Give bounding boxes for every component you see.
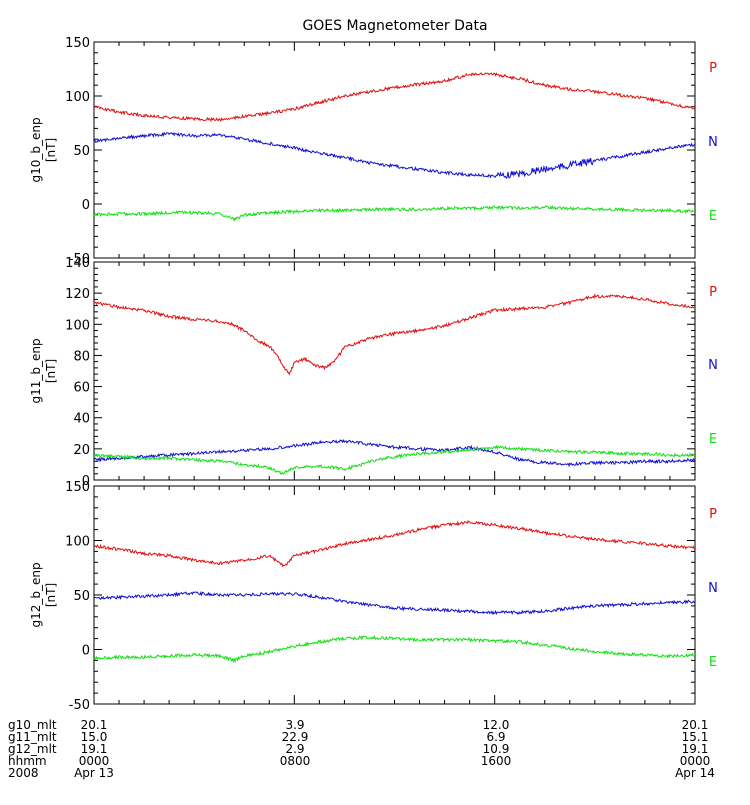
- series-line-p: [94, 293, 695, 376]
- x-axis-row-label: hhmm: [8, 754, 47, 768]
- panel-1: -50 0 50 100 150 g10_b_enp [nT] P N E: [29, 36, 718, 267]
- y-axis-label: g12_b_enp: [29, 562, 43, 627]
- legend-label-n: N: [708, 135, 718, 150]
- series-line-e: [94, 204, 695, 222]
- y-axis-unit: [nT]: [44, 359, 58, 383]
- x-axis-row-value: Apr 13: [74, 766, 114, 780]
- y-tick-label: 150: [65, 36, 90, 51]
- y-axis-label: g11_b_enp: [29, 338, 43, 403]
- y-tick-label: 120: [65, 287, 90, 302]
- x-axis-row-value: 3.9: [285, 718, 304, 732]
- series-line-e: [94, 635, 695, 664]
- x-axis-row-value: 20.1: [81, 718, 108, 732]
- x-axis-row-value: 20.1: [682, 718, 709, 732]
- series-line-n: [94, 438, 695, 468]
- series-line-p: [94, 519, 695, 568]
- y-tick-label: 0: [82, 198, 90, 213]
- legend-label-p: P: [709, 61, 717, 76]
- legend-label-p: P: [709, 507, 717, 522]
- y-tick-label: 60: [73, 381, 90, 396]
- y-tick-label: 140: [65, 256, 90, 271]
- legend-label-e: E: [709, 655, 717, 670]
- x-axis-row-label: 2008: [8, 766, 39, 780]
- y-tick-label: -50: [69, 252, 90, 267]
- x-axis-row-value: 15.1: [682, 730, 709, 744]
- x-axis-row-label: g10_mlt: [8, 718, 57, 732]
- x-axis-row-value: 6.9: [486, 730, 505, 744]
- y-tick-label: 100: [65, 535, 90, 550]
- series-line-p: [94, 72, 695, 123]
- y-tick-label: -50: [69, 698, 90, 713]
- x-axis-row-value: 19.1: [682, 742, 709, 756]
- x-axis-row-value: 2.9: [285, 742, 304, 756]
- legend-label-p: P: [709, 285, 717, 300]
- legend-label-e: E: [709, 209, 717, 224]
- series-line-e: [94, 444, 695, 476]
- x-axis-row-label: g11_mlt: [8, 730, 57, 744]
- chart-title: GOES Magnetometer Data: [302, 18, 487, 34]
- panel-3: -50 0 50 100 150 g12_b_enp [nT] P N E: [29, 480, 718, 713]
- x-axis-row-value: 10.9: [483, 742, 510, 756]
- x-axis-row-value: 0000: [680, 754, 711, 768]
- x-axis-row-value: Apr 14: [675, 766, 715, 780]
- y-tick-label: 20: [73, 443, 90, 458]
- series-line-n: [94, 131, 695, 180]
- y-tick-label: 50: [73, 589, 90, 604]
- x-axis-row-value: 15.0: [81, 730, 108, 744]
- y-tick-label: 80: [73, 349, 90, 364]
- x-axis-row-value: 0800: [280, 754, 311, 768]
- x-axis-row-value: 0000: [79, 754, 110, 768]
- legend-label-n: N: [708, 358, 718, 373]
- y-tick-label: 40: [73, 412, 90, 427]
- legend-label-n: N: [708, 581, 718, 596]
- series-line-n: [94, 590, 695, 616]
- panel-2: 0 20 40 60 80 100 120 140 g11_b_enp [nT] P N E: [29, 256, 718, 489]
- x-axis-row-value: 22.9: [282, 730, 309, 744]
- y-tick-label: 50: [73, 144, 90, 159]
- x-axis-row-value: 12.0: [483, 718, 510, 732]
- y-tick-label: 0: [82, 644, 90, 659]
- y-tick-label: 100: [65, 90, 90, 105]
- x-axis-row-value: 19.1: [81, 742, 108, 756]
- y-axis-label: g10_b_enp: [29, 117, 43, 182]
- y-axis-unit: [nT]: [44, 138, 58, 162]
- legend-label-e: E: [709, 432, 717, 447]
- x-axis-row-label: g12_mlt: [8, 742, 57, 756]
- y-axis-unit: [nT]: [44, 583, 58, 607]
- y-tick-label: 100: [65, 318, 90, 333]
- x-axis-label-table: g10_mlt 20.1 3.9 12.0 20.1 g11_mlt 15.0 22.9 6.9…: [8, 718, 715, 780]
- x-axis-row-value: 1600: [481, 754, 512, 768]
- y-tick-label: 0: [82, 474, 90, 489]
- y-tick-label: 150: [65, 480, 90, 495]
